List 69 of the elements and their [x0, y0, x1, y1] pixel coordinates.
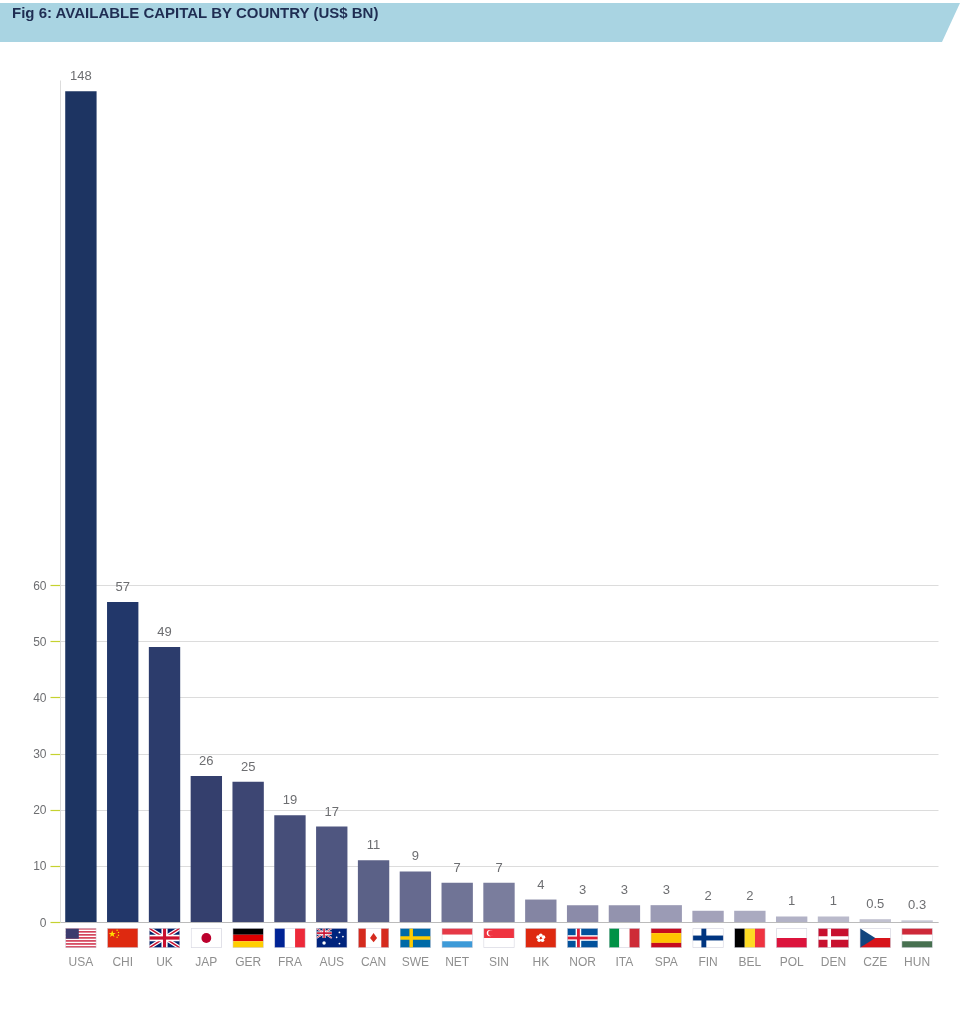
y-tick-label: 10 [33, 859, 47, 874]
x-tick-label: GER [235, 954, 262, 969]
data-label: 7 [495, 859, 503, 875]
data-label: 17 [324, 803, 339, 819]
data-label: 7 [453, 859, 461, 875]
data-label: 49 [157, 623, 172, 639]
x-tick-label: POL [779, 954, 804, 969]
x-tick-label: NET [445, 954, 470, 969]
x-tick-label: SWE [401, 954, 430, 969]
data-label: 3 [579, 882, 587, 898]
y-tick-label: 0 [39, 915, 47, 930]
x-tick-label: SIN [488, 954, 510, 969]
bar [734, 910, 766, 922]
bar [65, 91, 97, 922]
bar [650, 905, 682, 922]
data-label: 19 [282, 792, 298, 808]
bar [859, 919, 891, 922]
data-label: 0.5 [866, 896, 885, 912]
x-tick-label: FRA [277, 954, 302, 969]
x-tick-label: UK [156, 954, 173, 969]
x-tick-label: HUN [904, 954, 931, 969]
x-tick-label: JAP [195, 954, 218, 969]
x-tick-label: ITA [615, 954, 634, 969]
bar [399, 871, 432, 922]
bar [817, 916, 850, 922]
x-tick-label: FIN [698, 954, 718, 969]
data-label: 2 [704, 887, 712, 903]
bar [483, 882, 515, 922]
bar [316, 826, 348, 922]
bar [357, 860, 390, 922]
bar [566, 905, 599, 922]
bar [107, 602, 139, 922]
data-label: 25 [240, 758, 256, 774]
data-label: 1 [829, 893, 838, 909]
x-tick-label: DEN [820, 954, 847, 969]
bar [525, 899, 557, 922]
bar [274, 815, 306, 922]
x-tick-label: SPA [654, 954, 678, 969]
x-tick-label: CHI [112, 954, 134, 969]
data-label: 9 [411, 848, 419, 864]
bar [232, 781, 264, 922]
x-tick-label: CZE [863, 954, 888, 969]
y-tick-label: 60 [33, 578, 47, 593]
data-label: 11 [366, 837, 381, 853]
bar [190, 776, 223, 922]
y-tick-label: 50 [33, 634, 47, 649]
data-label: 3 [662, 882, 670, 898]
x-tick-label: AUS [319, 954, 345, 969]
y-tick-label: 30 [33, 747, 47, 762]
x-tick-label: USA [68, 954, 94, 969]
data-label: 57 [115, 579, 130, 595]
data-label: 2 [746, 887, 754, 903]
x-tick-label: HK [532, 954, 550, 969]
x-tick-label: BEL [738, 954, 762, 969]
y-tick-label: 20 [33, 803, 47, 818]
x-tick-label: NOR [569, 954, 597, 969]
bar [441, 882, 473, 922]
data-label: 4 [537, 876, 545, 892]
data-label: 148 [70, 68, 92, 84]
data-label: 1 [788, 893, 796, 909]
x-tick-label: CAN [360, 954, 387, 969]
bar [608, 905, 641, 922]
bar [148, 646, 181, 922]
bar [692, 910, 724, 922]
data-label: 3 [620, 882, 629, 898]
chart-title: Fig 6: AVAILABLE CAPITAL BY COUNTRY (US$ BN) [12, 4, 379, 22]
y-tick-label: 40 [33, 690, 47, 705]
data-label: 0.3 [908, 897, 927, 913]
data-label: 26 [199, 753, 214, 769]
